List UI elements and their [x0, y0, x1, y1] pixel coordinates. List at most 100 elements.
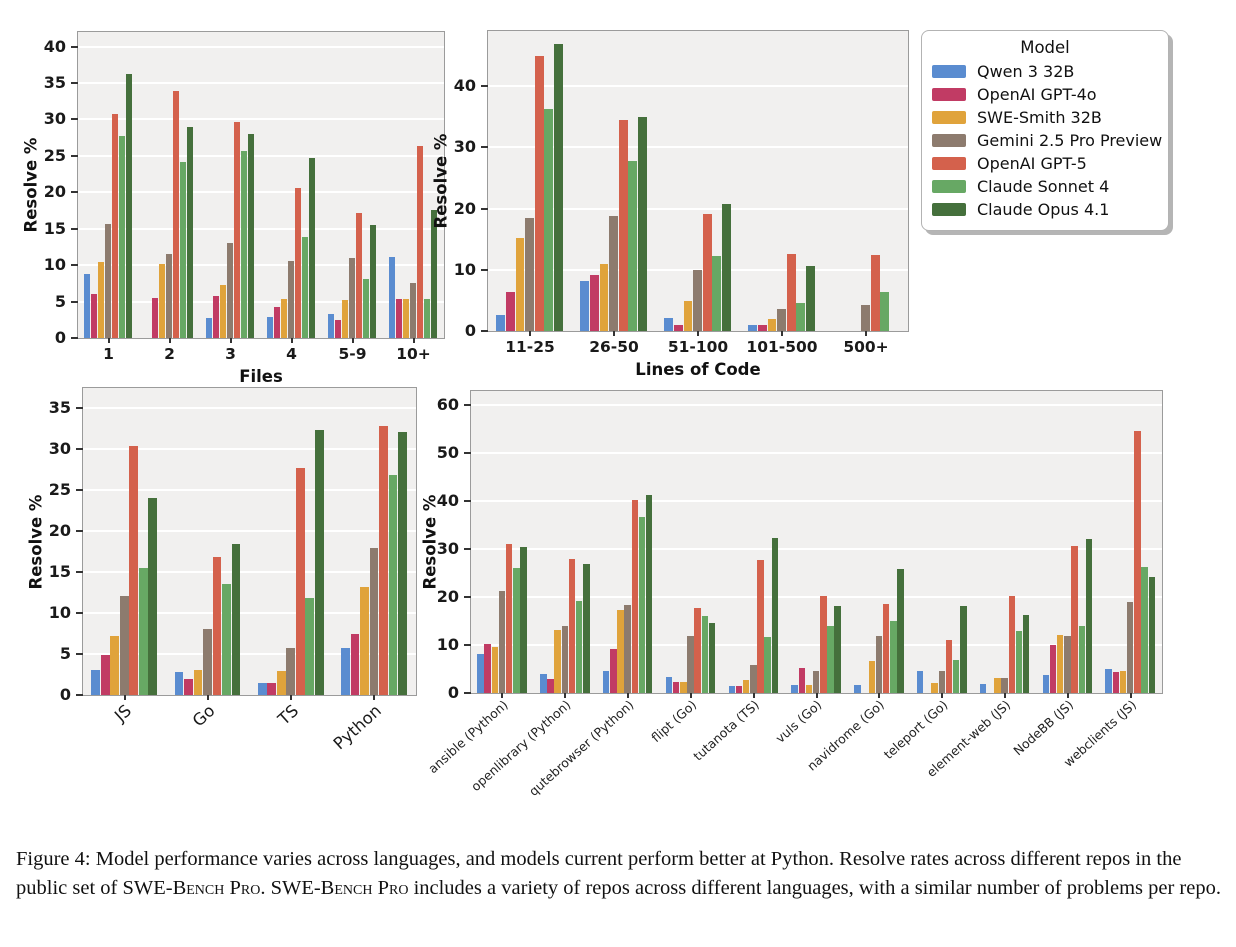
bar: [274, 307, 281, 338]
bar: [880, 292, 890, 331]
bar: [870, 255, 880, 331]
bar: [1078, 626, 1085, 693]
bar: [791, 684, 798, 693]
bar: [276, 671, 286, 695]
bar: [362, 279, 370, 338]
bar: [396, 299, 403, 338]
y-tick-label: 20: [48, 521, 71, 541]
y-tick-mark: [71, 191, 78, 194]
gridline: [83, 653, 416, 656]
bar: [960, 606, 967, 693]
gridline: [78, 227, 444, 230]
gridline: [78, 154, 444, 157]
bar: [534, 56, 544, 331]
bar: [288, 260, 295, 338]
bar: [1119, 671, 1127, 693]
y-tick-label: 5: [59, 644, 71, 664]
bar: [554, 629, 561, 693]
x-tick-mark: [878, 693, 881, 698]
bar: [328, 313, 335, 338]
bar: [267, 682, 277, 695]
bar: [868, 661, 876, 693]
x-tick-label: teleport (Go): [880, 697, 951, 762]
bar: [693, 269, 703, 331]
y-tick-mark: [76, 489, 83, 492]
legend-item: SWE-Smith 32B: [932, 106, 1158, 129]
lines-of-code-chart-panel: 0 10 20 30 40 11-25 26-50 51-100 101-500 500+ Res…: [432, 30, 909, 379]
bar: [430, 209, 438, 338]
bar: [369, 548, 379, 695]
bar: [341, 648, 350, 695]
bar: [735, 686, 743, 693]
bar: [694, 608, 701, 693]
x-tick-label: vuls (Go): [772, 697, 825, 746]
bar: [184, 678, 193, 695]
bar: [172, 91, 180, 338]
bar: [314, 429, 324, 695]
x-tick-mark: [865, 331, 867, 336]
bar: [1022, 614, 1030, 693]
bar: [758, 324, 767, 331]
model-legend: Model Qwen 3 32B OpenAI GPT-4o SWE-Smith…: [921, 30, 1169, 231]
y-tick-label: 25: [48, 480, 71, 500]
bar: [360, 586, 369, 695]
x-tick-mark: [941, 693, 944, 698]
bar: [84, 273, 91, 338]
bar: [748, 324, 758, 331]
bar: [342, 300, 349, 338]
legend-label: Gemini 2.5 Pro Preview: [977, 131, 1163, 150]
y-tick-label: 0: [447, 683, 459, 702]
gridline: [78, 118, 444, 121]
caption-smallcaps: SWE-Bench Pro: [270, 876, 409, 899]
bar: [554, 44, 563, 331]
language-chart-panel: 0 5 10 15 20 25 30 35 JS Go TS Python Resolve %: [27, 387, 417, 753]
gridline: [471, 548, 1162, 551]
y-tick-label: 40: [43, 36, 66, 56]
files-x-axis-label: Files: [239, 367, 283, 386]
y-tick-mark: [464, 500, 471, 503]
bar: [683, 301, 693, 331]
gridline: [471, 500, 1162, 503]
bar: [1008, 595, 1015, 693]
bar: [628, 160, 638, 331]
bar: [638, 117, 647, 331]
bar: [1112, 671, 1120, 693]
y-tick-label: 20: [453, 198, 476, 218]
bar: [206, 317, 213, 338]
bar: [952, 660, 960, 693]
legend-label: Qwen 3 32B: [977, 62, 1075, 81]
bar: [806, 266, 815, 331]
x-tick-mark: [697, 331, 699, 336]
x-tick-label: 5-9: [338, 345, 367, 363]
bar: [712, 255, 722, 331]
bar: [267, 316, 274, 338]
legend-label: Claude Opus 4.1: [977, 200, 1110, 219]
y-tick-mark: [71, 154, 78, 157]
bar: [854, 684, 861, 693]
x-tick-label: 10+: [396, 345, 431, 363]
bar: [100, 654, 110, 695]
files-chart-panel: 0 5 10 15 20 25 30 35 40 1 2 3 4 5-9 10+ Resolve % Fil…: [22, 31, 445, 386]
language-y-axis-label: Resolve %: [26, 494, 46, 589]
bar: [624, 604, 631, 693]
legend-label: SWE-Smith 32B: [977, 108, 1102, 127]
bar: [1105, 669, 1112, 693]
bar: [617, 609, 624, 693]
y-tick-label: 15: [43, 218, 66, 238]
bar: [583, 563, 590, 693]
bar: [798, 668, 806, 693]
bar: [827, 625, 834, 693]
x-tick-mark: [689, 693, 692, 698]
bar: [369, 225, 377, 338]
y-tick-mark: [464, 692, 471, 694]
bar: [1057, 634, 1064, 693]
bar: [561, 626, 569, 693]
bar: [125, 74, 133, 338]
qwen-3-32b-swatch: [932, 65, 966, 78]
bar: [355, 212, 363, 338]
bar: [834, 606, 841, 693]
x-tick-mark: [168, 338, 171, 343]
bar: [257, 682, 267, 695]
x-tick-label: qutebrowser (Python): [525, 697, 637, 799]
